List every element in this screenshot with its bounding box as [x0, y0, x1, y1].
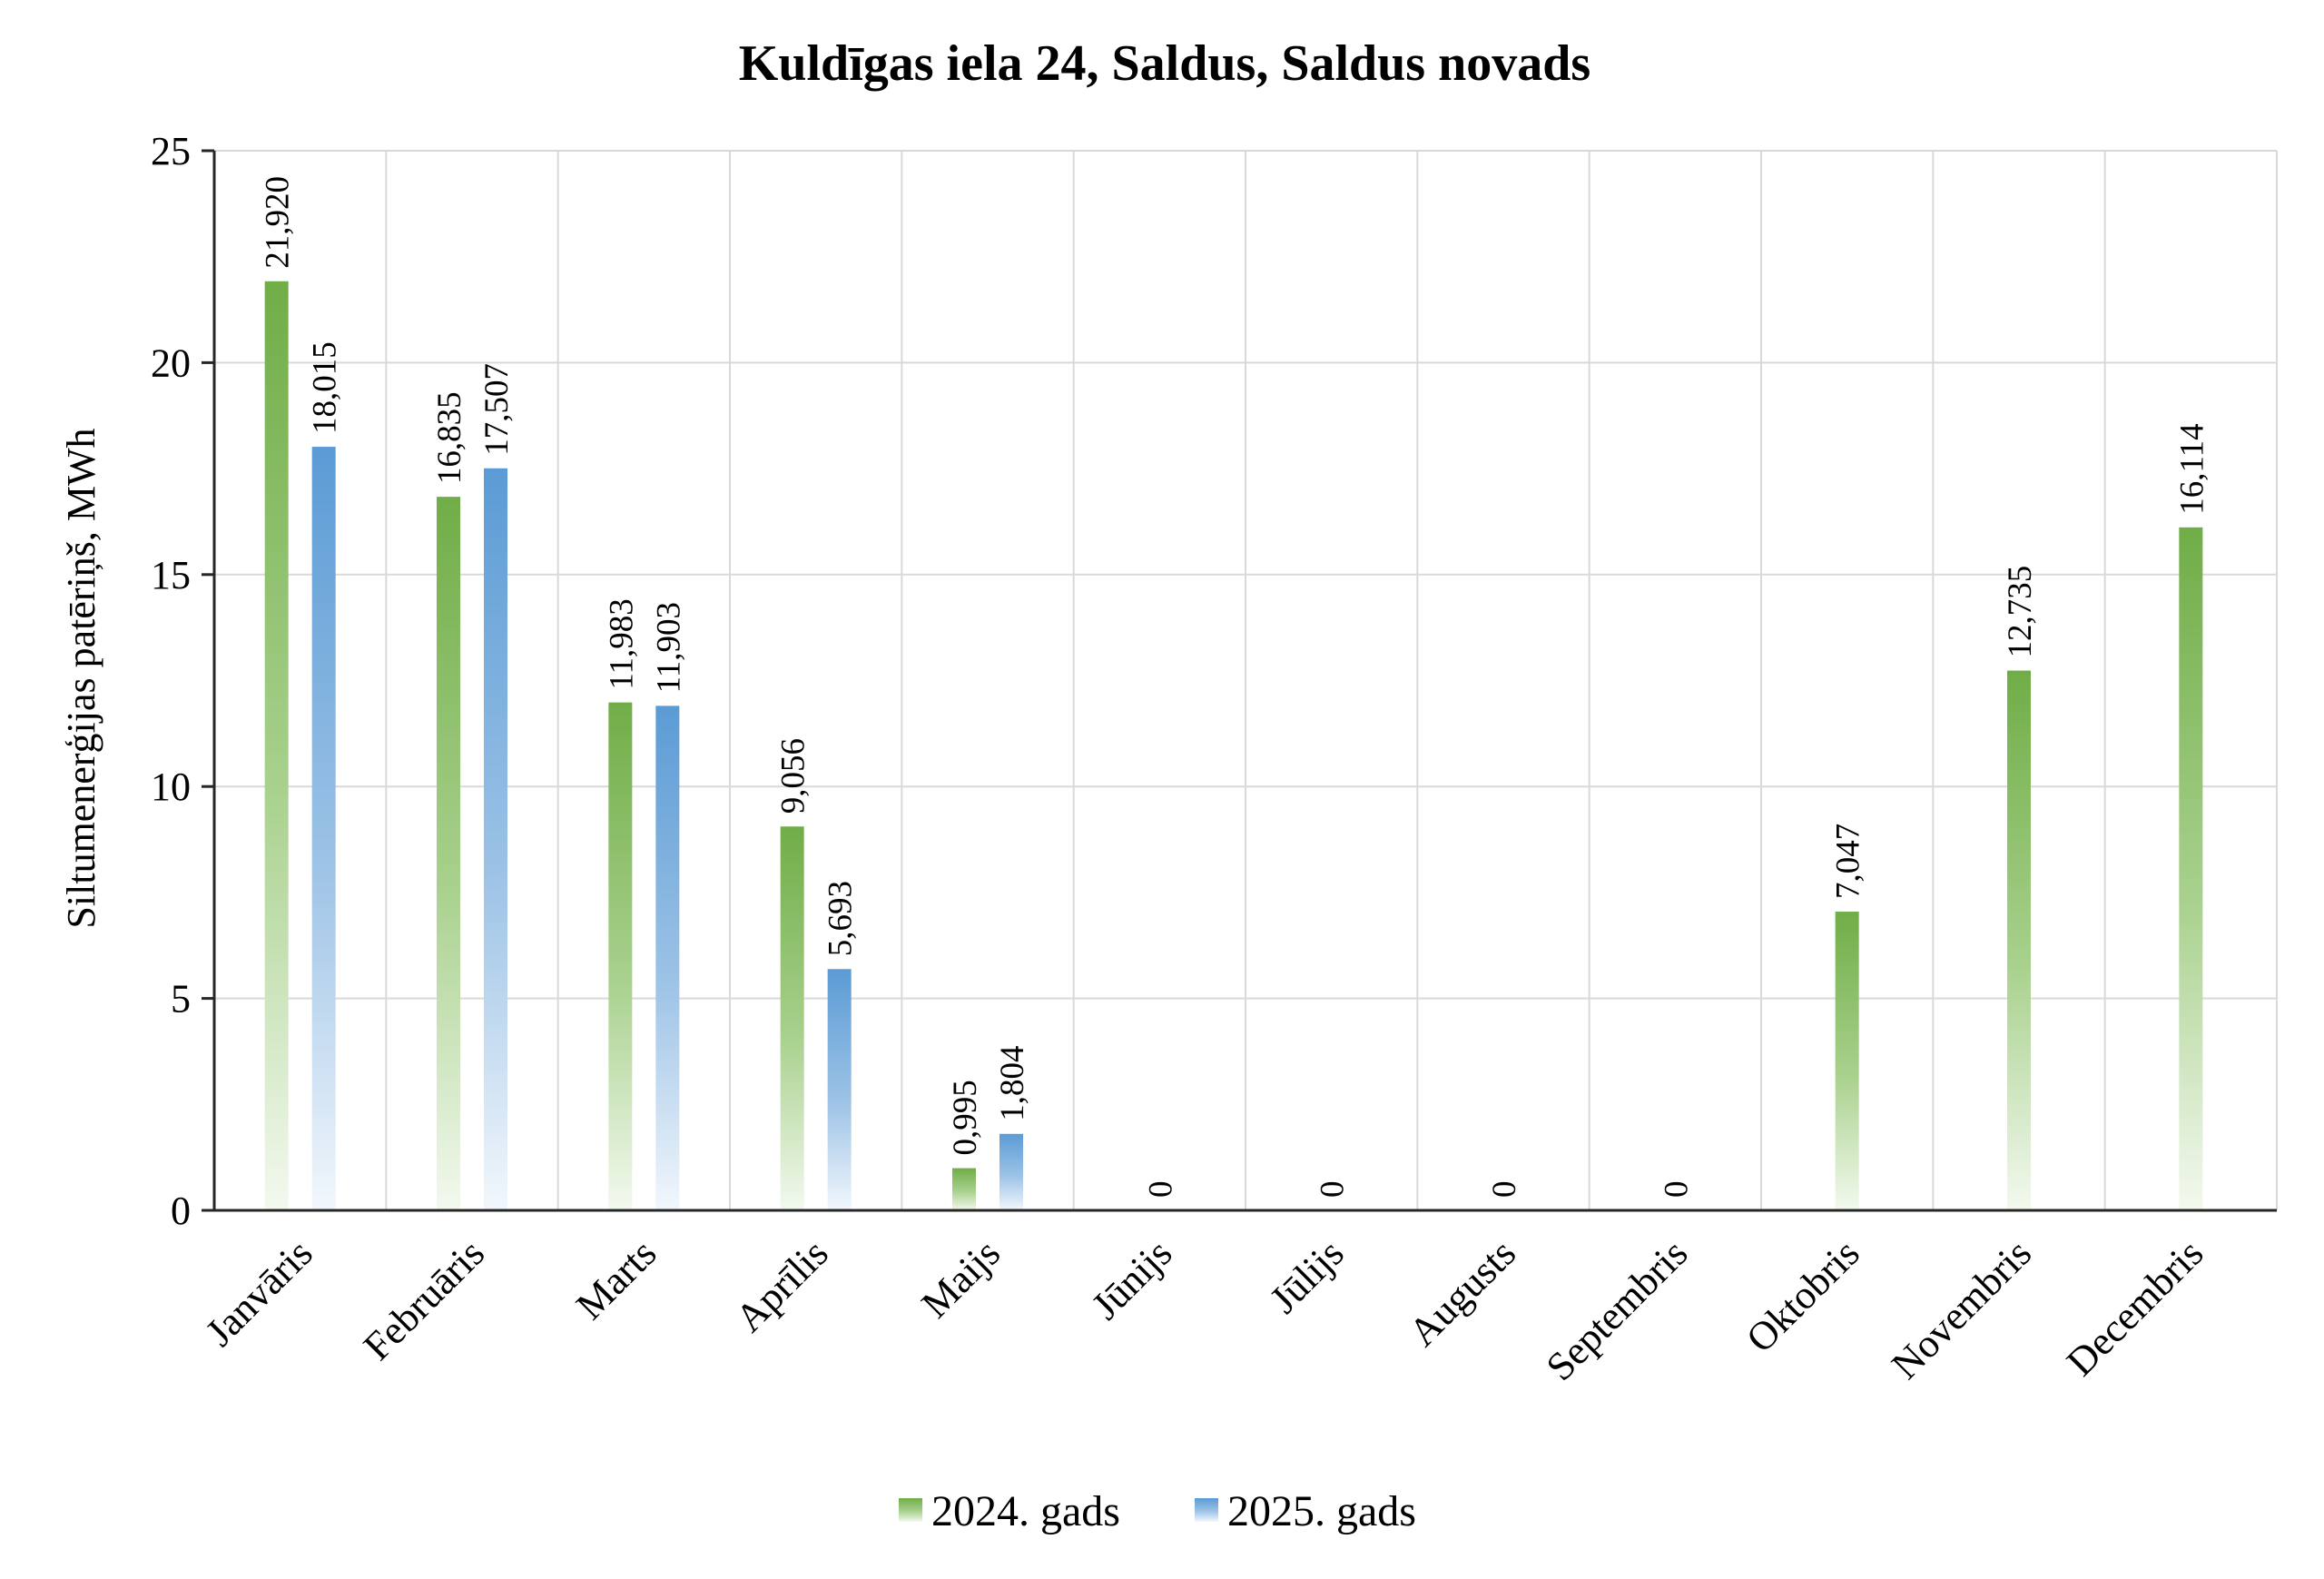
x-tick-label-0: Janvāris	[197, 1230, 321, 1355]
y-tick-label-2: 10	[151, 765, 191, 809]
data-label-0-6: 0	[1315, 1181, 1352, 1199]
x-tick-label-10: Novembris	[1883, 1230, 2040, 1387]
data-label-0-10: 12,735	[2002, 566, 2039, 658]
data-label-0-0: 21,920	[260, 176, 297, 269]
data-label-1-3: 5,693	[822, 881, 860, 956]
x-tick-label-9: Oktobris	[1738, 1230, 1868, 1361]
bar-0-1	[437, 497, 460, 1210]
y-axis-label: Siltumenerģijas patēriņš, MWh	[59, 428, 103, 928]
data-label-0-5: 0	[1142, 1181, 1179, 1199]
bar-0-2	[608, 702, 633, 1210]
data-label-1-2: 11,903	[650, 602, 687, 693]
legend-label-1: 2025. gads	[1227, 1487, 1416, 1535]
x-tick-label-3: Aprīlis	[727, 1230, 837, 1340]
data-label-0-9: 7,047	[1830, 824, 1867, 899]
bar-1-1	[484, 468, 507, 1210]
data-label-0-8: 0	[1658, 1181, 1695, 1199]
data-label-1-0: 18,015	[307, 341, 344, 434]
legend-swatch-0	[899, 1498, 922, 1522]
x-tick-label-1: Februāris	[355, 1230, 493, 1368]
x-tick-label-8: Septembris	[1538, 1230, 1697, 1389]
y-tick-label-0: 0	[171, 1189, 191, 1233]
chart-title: Kuldīgas iela 24, Saldus, Saldus novads	[739, 35, 1590, 92]
data-label-0-3: 9,056	[775, 738, 812, 814]
x-tick-label-6: Jūlijs	[1261, 1230, 1352, 1321]
x-tick-label-7: Augusts	[1400, 1230, 1524, 1355]
data-label-0-7: 0	[1486, 1181, 1523, 1199]
y-tick-label-3: 15	[151, 553, 191, 597]
data-labels: 21,920 18,015 16,835 17,507 11,983 11,903 9,05…	[260, 176, 2211, 1198]
grid	[214, 150, 2278, 1210]
legend: 2024. gads 2025. gads	[899, 1487, 1416, 1535]
data-label-0-11: 16,114	[2173, 423, 2211, 514]
data-label-1-4: 1,804	[994, 1046, 1031, 1121]
axes: 0 5 10 15 20 25 Janvāris Februāris Marts Aprīlis M…	[151, 129, 2277, 1389]
y-tick-label-1: 5	[171, 977, 191, 1021]
y-tick-label-5: 25	[151, 129, 191, 173]
bar-0-9	[1835, 912, 1859, 1210]
bar-1-4	[1000, 1133, 1023, 1210]
x-tick-label-11: Decembris	[2058, 1230, 2211, 1384]
bars	[264, 281, 2203, 1210]
data-label-1-1: 17,507	[478, 363, 516, 456]
bar-0-11	[2179, 527, 2203, 1210]
data-label-0-4: 0,995	[947, 1080, 984, 1155]
bar-1-0	[311, 447, 336, 1210]
bar-1-2	[655, 706, 680, 1210]
y-tick-label-4: 20	[151, 340, 191, 385]
bar-0-4	[952, 1168, 976, 1210]
bar-0-0	[264, 281, 289, 1210]
bar-0-3	[780, 826, 804, 1210]
x-tick-label-5: Jūnijs	[1083, 1230, 1180, 1327]
x-tick-label-2: Marts	[567, 1230, 665, 1327]
legend-swatch-1	[1195, 1498, 1218, 1522]
x-tick-label-4: Maijs	[913, 1230, 1009, 1327]
legend-label-0: 2024. gads	[931, 1487, 1120, 1535]
data-label-0-1: 16,835	[431, 391, 468, 484]
data-label-0-2: 11,983	[603, 598, 640, 689]
bar-1-3	[827, 969, 852, 1210]
bar-0-10	[2007, 670, 2031, 1210]
